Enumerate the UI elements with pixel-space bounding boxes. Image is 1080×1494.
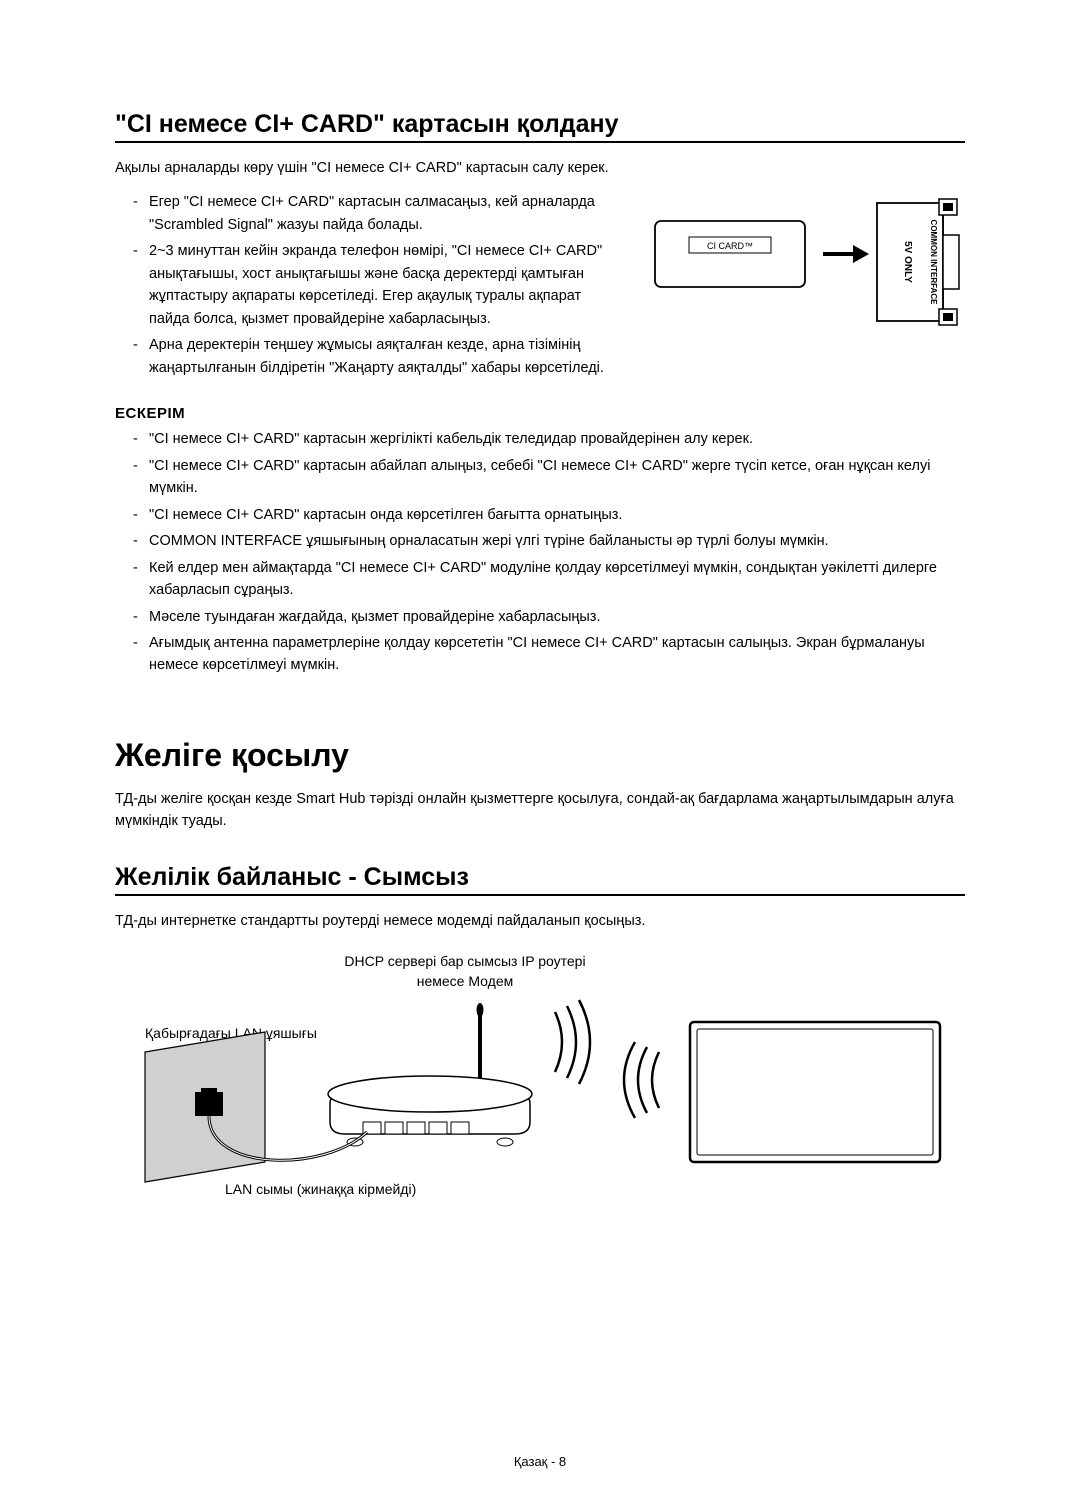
ci-card-svg: CI CARD™ 5V ONLY COMMON INTERFA (645, 185, 965, 335)
list-item: "CI немесе CI+ CARD" картасын жергілікті… (133, 428, 965, 450)
ci-card-two-column: Егер "CI немесе CI+ CARD" картасын салма… (115, 185, 965, 383)
slot-side-text: COMMON INTERFACE (929, 220, 938, 306)
wireless-diagram: DHCP сервері бар сымсыз IP роутері немес… (115, 952, 965, 1212)
list-item: Кей елдер мен аймақтарда "CI немесе CI+ … (133, 557, 965, 602)
wireless-diagram-svg (115, 982, 965, 1202)
ci-note-bullets: "CI немесе CI+ CARD" картасын жергілікті… (115, 428, 965, 677)
wireless-intro: ТД-ды интернетке стандартты роутерді нем… (115, 910, 965, 932)
list-item: COMMON INTERFACE ұяшығының орналасатын ж… (133, 530, 965, 552)
list-item: "CI немесе CI+ CARD" картасын онда көрсе… (133, 504, 965, 526)
ci-card-section-title: "CI немесе CI+ CARD" картасын қолдану (115, 110, 965, 143)
ci-card-text-column: Егер "CI немесе CI+ CARD" картасын салма… (115, 185, 645, 383)
list-item: "CI немесе CI+ CARD" картасын абайлап ал… (133, 455, 965, 500)
ci-note-title: ЕСКЕРІМ (115, 405, 965, 422)
slot-voltage-text: 5V ONLY (902, 242, 913, 284)
list-item: Мәселе туындаған жағдайда, қызмет провай… (133, 606, 965, 628)
lan-cable-label: LAN сымы (жинаққа кірмейді) (225, 1180, 485, 1200)
ci-card-intro: Ақылы арналарды көру үшін "CI немесе CI+… (115, 157, 965, 179)
page-footer: Қазақ - 8 (0, 1454, 1080, 1469)
document-page: "CI немесе CI+ CARD" картасын қолдану Ақ… (0, 0, 1080, 1494)
ci-card-figure: CI CARD™ 5V ONLY COMMON INTERFA (645, 185, 965, 340)
ci-card-bullets: Егер "CI немесе CI+ CARD" картасын салма… (115, 191, 625, 379)
list-item: 2~3 минуттан кейін экранда телефон нөмір… (133, 240, 625, 330)
network-intro: ТД-ды желіге қосқан кезде Smart Hub тәрі… (115, 788, 965, 833)
list-item: Егер "CI немесе CI+ CARD" картасын салма… (133, 191, 625, 236)
list-item: Арна деректерін теңшеу жұмысы аяқталған … (133, 334, 625, 379)
ci-card-label: CI CARD™ (707, 241, 753, 251)
list-item: Ағымдық антенна параметрлеріне қолдау кө… (133, 632, 965, 677)
wireless-subtitle: Желілік байланыс - Сымсыз (115, 863, 965, 896)
network-section-title: Желіге қосылу (115, 737, 965, 774)
